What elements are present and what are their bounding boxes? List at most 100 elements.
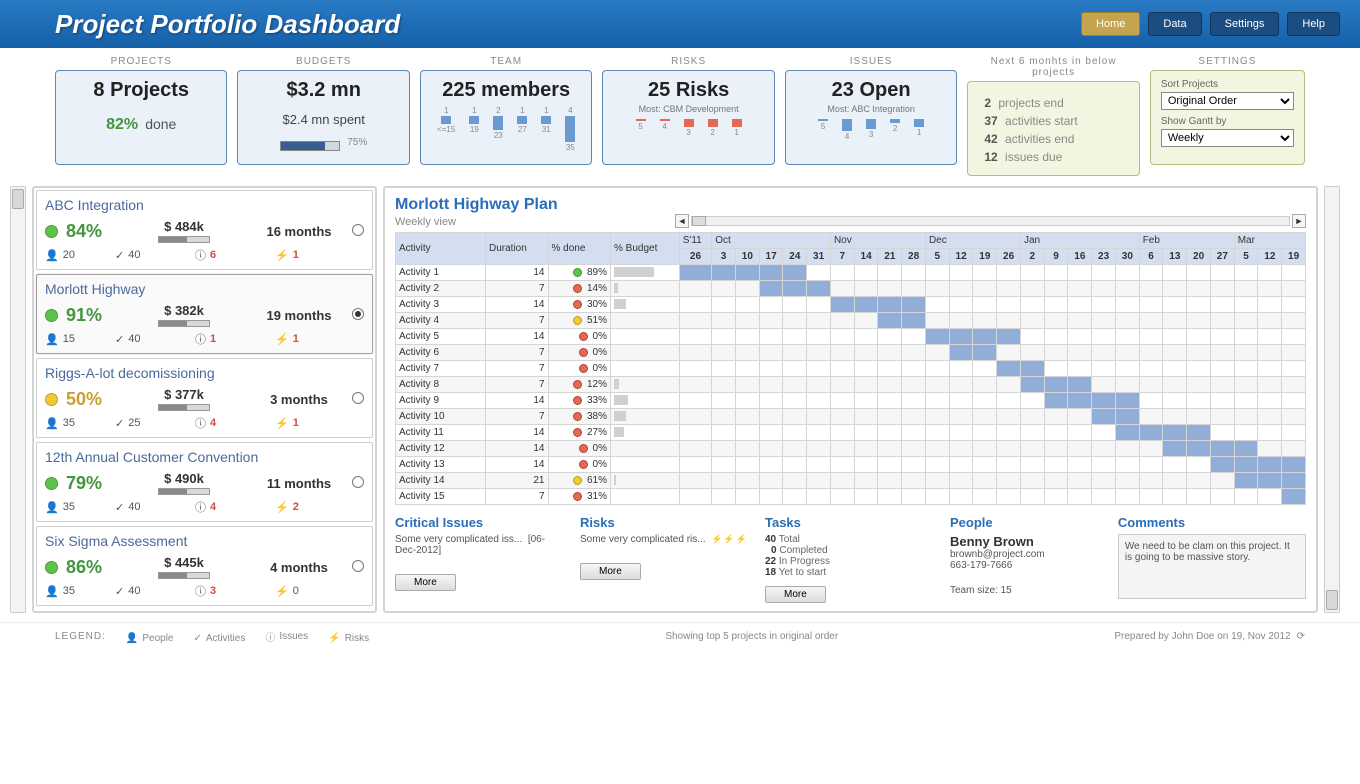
stat-issues: ⓘ 4 <box>195 499 275 515</box>
tasks-inprogress: In Progress <box>779 556 830 567</box>
stat-issues: ⓘ 3 <box>195 583 275 599</box>
nav-data-button[interactable]: Data <box>1148 12 1201 36</box>
risks-most: Most: CBM Development <box>609 104 767 114</box>
projects-count: 8 Projects <box>62 79 220 102</box>
gantt-row: Activity 47 51% <box>396 313 1306 329</box>
gantt-row: Activity 514 0% <box>396 329 1306 345</box>
risks-more-button[interactable]: More <box>580 563 641 580</box>
people-icon: 👤 <box>45 585 59 598</box>
nav-home-button[interactable]: Home <box>1081 12 1140 36</box>
comments-panel: Comments We need to be clam on this proj… <box>1118 515 1306 603</box>
legend-item: ⚡ Risks <box>328 633 369 644</box>
risk-text: Some very complicated ris... <box>580 534 706 545</box>
timeline-next-button[interactable]: ► <box>1292 214 1306 228</box>
info-icon: ⓘ <box>195 499 206 515</box>
gantt-timeline-slider: ◄ ► <box>675 214 1306 228</box>
panel-title: Critical Issues <box>395 515 566 530</box>
info-icon: ⓘ <box>195 583 206 599</box>
project-radio[interactable] <box>352 560 364 572</box>
stat-activities: ✓ 40 <box>115 585 195 598</box>
project-radio[interactable] <box>352 308 364 320</box>
summary-cards-row: PROJECTS 8 Projects 82% done BUDGETS $3.… <box>0 48 1360 181</box>
check-icon: ✓ <box>115 501 124 514</box>
footer-status: Showing top 5 projects in original order <box>389 631 1114 642</box>
issue-text: Some very complicated iss... <box>395 534 522 545</box>
panel-title: Risks <box>580 515 751 530</box>
project-card[interactable]: Morlott Highway91%$ 382k19 months👤 15✓ 4… <box>36 274 373 354</box>
project-radio[interactable] <box>352 224 364 236</box>
risks-panel: Risks Some very complicated ris... ⚡⚡⚡ M… <box>580 515 751 603</box>
project-card[interactable]: Six Sigma Assessment 86%$ 445k4 months 👤 3… <box>36 526 373 606</box>
legend-item: 👤 People <box>126 633 174 644</box>
project-months: 4 months <box>234 560 364 575</box>
stat-activities: ✓ 25 <box>115 417 195 430</box>
projects-done-label: done <box>145 116 176 132</box>
info-icon: ⓘ <box>195 331 206 347</box>
issues-more-button[interactable]: More <box>395 574 456 591</box>
people-icon: 👤 <box>45 501 59 514</box>
refresh-icon[interactable]: ⟳ <box>1297 631 1305 642</box>
project-pct: 91% <box>66 305 134 326</box>
issues-most: Most: ABC Integration <box>792 104 950 114</box>
next-months-card: Next 6 monhts in below projects 2 projec… <box>967 56 1139 176</box>
footer-credits: Prepared by John Doe on 19, Nov 2012 <box>1114 631 1290 642</box>
project-months: 16 months <box>234 224 364 239</box>
nav-help-button[interactable]: Help <box>1287 12 1340 36</box>
nav-settings-button[interactable]: Settings <box>1210 12 1280 36</box>
detail-info-row: Critical Issues Some very complicated is… <box>395 515 1306 603</box>
project-radio[interactable] <box>352 476 364 488</box>
project-budget: $ 484k <box>134 219 234 234</box>
person-phone: 663-179-7666 <box>950 560 1104 571</box>
risks-count: 25 Risks <box>609 79 767 102</box>
timeline-prev-button[interactable]: ◄ <box>675 214 689 228</box>
right-scrollbar[interactable] <box>1324 186 1340 613</box>
risks-sparkchart: 54321 <box>609 118 767 137</box>
project-budget: $ 445k <box>134 555 234 570</box>
panel-title: Comments <box>1118 515 1306 530</box>
tasks-more-button[interactable]: More <box>765 586 826 603</box>
detail-title: Morlott Highway Plan <box>395 196 675 214</box>
stat-risks: ⚡ 1 <box>275 249 355 262</box>
card-label: PROJECTS <box>55 56 227 70</box>
critical-issues-panel: Critical Issues Some very complicated is… <box>395 515 566 603</box>
people-icon: 👤 <box>45 417 59 430</box>
left-scrollbar[interactable] <box>10 186 26 613</box>
footer: LEGEND: 👤 People✓ Activitiesⓘ Issues⚡ Ri… <box>0 622 1360 650</box>
project-pct: 84% <box>66 221 134 242</box>
comments-text: We need to be clam on this project. It i… <box>1118 534 1306 599</box>
stat-activities: ✓ 40 <box>115 249 195 262</box>
budget-total: $3.2 mn <box>244 79 402 102</box>
detail-panel: Morlott Highway Plan Weekly view ◄ ► Act… <box>383 186 1318 613</box>
project-card[interactable]: 12th Annual Customer Convention79%$ 490k… <box>36 442 373 522</box>
show-gantt-select[interactable]: Weekly <box>1161 129 1294 147</box>
project-pct: 79% <box>66 473 134 494</box>
budgets-card: BUDGETS $3.2 mn $2.4 mn spent 75% <box>237 56 409 176</box>
stat-people: 👤 35 <box>45 585 115 598</box>
issues-count: 23 Open <box>792 79 950 102</box>
project-card[interactable]: Riggs-A-lot decomissioning50%$ 377k3 mon… <box>36 358 373 438</box>
timeline-track[interactable] <box>691 216 1290 226</box>
project-list: ABC Integration84%$ 484k16 months👤 20✓ 4… <box>32 186 377 613</box>
stat-issues: ⓘ 1 <box>195 331 275 347</box>
project-pct: 86% <box>66 557 134 578</box>
project-name: Six Sigma Assessment <box>45 533 364 549</box>
projects-card: PROJECTS 8 Projects 82% done <box>55 56 227 176</box>
gantt-chart: ActivityDuration% done% BudgetS'11OctNov… <box>395 232 1306 505</box>
project-card[interactable]: ABC Integration84%$ 484k16 months👤 20✓ 4… <box>36 190 373 270</box>
gantt-row: Activity 67 0% <box>396 345 1306 361</box>
card-label: SETTINGS <box>1150 56 1305 70</box>
page-title: Project Portfolio Dashboard <box>55 9 1073 40</box>
project-budget: $ 382k <box>134 303 234 318</box>
team-size: Team size: 15 <box>950 585 1104 596</box>
bolt-icon: ⚡ <box>275 417 289 430</box>
budget-progress-pct: 75% <box>347 137 367 148</box>
stat-activities: ✓ 40 <box>115 333 195 346</box>
project-radio[interactable] <box>352 392 364 404</box>
project-months: 3 months <box>234 392 364 407</box>
header: Project Portfolio Dashboard Home Data Sett… <box>0 0 1360 48</box>
sort-projects-select[interactable]: Original Order <box>1161 92 1294 110</box>
tasks-completed: Completed <box>779 545 827 556</box>
status-dot-icon <box>45 477 58 490</box>
check-icon: ✓ <box>115 333 124 346</box>
card-label: RISKS <box>602 56 774 70</box>
